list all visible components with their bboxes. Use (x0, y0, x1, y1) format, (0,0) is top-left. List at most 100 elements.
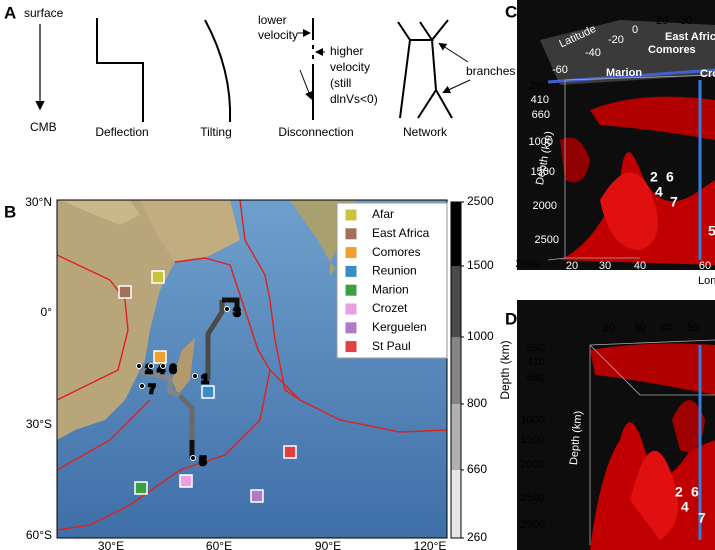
lon-tick: 60°E (206, 539, 232, 550)
deflection-shape (96, 18, 144, 122)
depth-title: Depth (km) (568, 410, 585, 465)
depth-tick: 260 (527, 342, 545, 354)
plume-dot (139, 383, 145, 389)
plume-label: 3 (234, 305, 241, 319)
panel-label: A (4, 3, 16, 22)
plume-label: 6 (666, 169, 674, 185)
site-marker (283, 445, 297, 459)
place-label: Cro (700, 68, 715, 80)
colorbar-frame (450, 201, 462, 539)
lat-tick: 30°S (26, 417, 52, 431)
legend-label: Reunion (372, 264, 417, 278)
style-label: Tilting (200, 125, 232, 139)
lon-tick: 90°E (315, 539, 341, 550)
plume-label: 4 (681, 499, 689, 515)
colorbar-tick-label: 1000 (467, 329, 494, 343)
annotation: branches (466, 64, 515, 78)
plume-label: 2 (650, 169, 658, 185)
site-marker (153, 350, 167, 364)
panel-a: A surface CMB Deflection Tilting lower v… (4, 3, 515, 139)
tilting-shape (204, 19, 232, 123)
tick: 20 (603, 322, 615, 334)
plume-dot (224, 306, 230, 312)
plume-label: 6 (691, 484, 699, 500)
colorbar-band (451, 337, 461, 404)
depth-tick: 2500 (521, 492, 545, 504)
panel-label: C (505, 2, 517, 21)
depth-tick: 2500 (535, 234, 559, 246)
tick: 40 (661, 322, 673, 334)
colorbar-tick-label: 260 (467, 530, 487, 544)
lon-tick: 30 (599, 260, 611, 272)
annotation: velocity (330, 60, 370, 74)
lon-tick: 60 (699, 260, 711, 272)
depth-tick: 660 (527, 372, 545, 384)
legend-label: East Africa (372, 226, 430, 240)
legend-swatch (344, 246, 358, 260)
panel-b: B 30°N 0° 30°S 60°S 30°E 60°E 90°E 120°E… (4, 194, 512, 550)
map-frame (56, 199, 448, 539)
tick: 0 (632, 24, 638, 36)
legend-label: Afar (372, 207, 394, 221)
annotation: (still (330, 76, 351, 90)
legend-swatch (344, 264, 358, 278)
place-label: Marion (606, 67, 642, 79)
panel-c: C Latitude -60 -40 -20 0 20 30 East Afri… (505, 0, 715, 287)
tick: 30 (680, 15, 692, 27)
colorbar-band (451, 404, 461, 470)
plume-label: 6 (170, 362, 177, 376)
legend-label: Crozet (372, 301, 408, 315)
colorbar-title: Depth (km) (498, 340, 512, 399)
colorbar-tick-label: 2500 (467, 194, 494, 208)
colorbar-band (451, 470, 461, 538)
cmb-label: CMB (30, 120, 57, 134)
plume-labels: 1 2 4 67 3 5 (136, 304, 242, 469)
site-marker (179, 474, 193, 488)
annotation: higher (330, 44, 363, 58)
arrow (299, 69, 313, 100)
legend-label: Marion (372, 282, 409, 296)
depth-tick: 2900 (521, 519, 545, 531)
panel-label: B (4, 202, 16, 221)
plume-dot (160, 363, 166, 369)
legend-items: Afar East Africa Comores Reunion Marion Croze… (344, 207, 430, 354)
legend-swatch (344, 340, 358, 354)
colorbar-tick-label: 660 (467, 462, 487, 476)
annotation: velocity (258, 28, 298, 42)
legend-swatch (344, 227, 358, 241)
site-markers (118, 270, 297, 503)
legend-label: St Paul (372, 339, 411, 353)
arrow (438, 42, 469, 63)
plume-paths (140, 297, 240, 458)
place-label: Comores (648, 44, 696, 56)
depth-tick: 1000 (521, 414, 545, 426)
tick: -60 (552, 64, 568, 76)
plume-dot (148, 363, 154, 369)
plume-label: 7 (149, 382, 156, 396)
legend-swatch (344, 283, 358, 297)
arrow (442, 79, 471, 94)
plume-label: 1 (202, 372, 209, 386)
tick: -20 (608, 34, 624, 46)
annotation: dlnVs<0) (330, 92, 378, 106)
legend-label: Kerguelen (372, 320, 427, 334)
depth-tick: 2000 (521, 459, 545, 471)
plume-dot (136, 363, 142, 369)
tick: -40 (585, 47, 601, 59)
plume-label: 5 (708, 223, 715, 239)
annotation: lower (258, 13, 287, 27)
legend-label: Comores (372, 245, 421, 259)
depth-tick: 410 (531, 94, 549, 106)
depth-tick: 260 (530, 80, 548, 92)
panel-d: D 20 30 40 50 260 410 660 1000 1500 Dept… (505, 300, 715, 550)
plume-label: 2 (146, 362, 153, 376)
legend-swatch (344, 208, 358, 222)
surface-label: surface (24, 6, 64, 20)
lon-tick: 20 (566, 260, 578, 272)
plume-label: 5 (200, 454, 207, 468)
depth-tick: 410 (527, 356, 545, 368)
lat-tick: 0° (41, 305, 53, 319)
plume-dot (190, 455, 196, 461)
legend-swatch (344, 321, 358, 335)
